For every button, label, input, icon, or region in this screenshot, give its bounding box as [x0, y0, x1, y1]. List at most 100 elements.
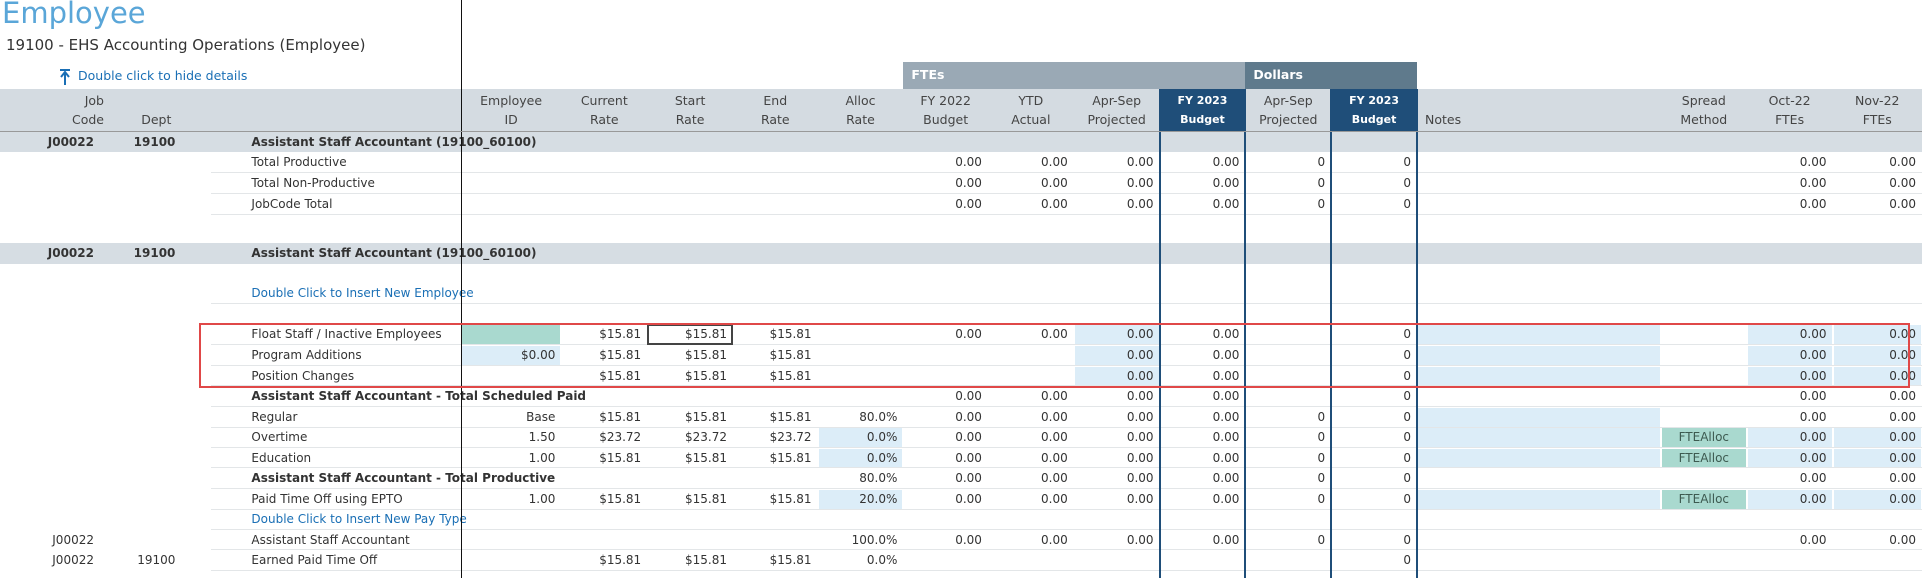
cell: 0.00	[1126, 326, 1154, 341]
cell: Total Productive	[251, 155, 347, 170]
column-header: Budget	[923, 111, 969, 127]
cell-highlight	[1417, 366, 1660, 386]
cell: $15.81	[769, 347, 812, 362]
row-line	[211, 303, 1922, 305]
cell[interactable]: Double Click to Insert New Pay Type	[251, 511, 467, 526]
cell-highlight	[818, 490, 903, 510]
cell: Earned Paid Time Off	[251, 553, 378, 568]
cell: 0.00	[1889, 492, 1916, 507]
cell: 0.00	[1889, 389, 1916, 404]
cell: 0.00	[1126, 197, 1154, 212]
cell: 0	[1317, 492, 1326, 507]
column-header: Job	[84, 92, 104, 108]
cell: 0.00	[1212, 471, 1240, 486]
cell: $15.81	[769, 553, 812, 568]
cell: 0.00	[1889, 450, 1916, 465]
cell: 0.00	[1799, 389, 1827, 404]
cell: $15.81	[599, 410, 642, 425]
column-header: End	[763, 92, 788, 108]
column-header: Rate	[589, 111, 619, 127]
page-subtitle: 19100 - EHS Accounting Operations (Emplo…	[6, 36, 366, 54]
cell: 0.00	[1212, 410, 1240, 425]
cell: 0.00	[1041, 471, 1068, 486]
cell: 0.00	[1041, 197, 1068, 212]
column-header: FTEs	[1775, 111, 1805, 127]
cell: 0.00	[955, 492, 982, 507]
cell: $15.81	[599, 326, 642, 341]
cell[interactable]: Double Click to Insert New Employee	[251, 286, 474, 301]
column-divider	[1330, 89, 1333, 578]
toggle-details[interactable]: Double click to hide details	[78, 68, 248, 83]
row-line	[211, 406, 1922, 408]
cell: $15.81	[769, 450, 812, 465]
toggle-icon[interactable]	[58, 68, 72, 86]
cell: Total Non-Productive	[251, 176, 375, 191]
column-header: Rate	[846, 111, 875, 127]
cell: Program Additions	[251, 347, 362, 362]
row-line	[211, 385, 1922, 387]
cell: 0.00	[1799, 326, 1827, 341]
column-header: FY 2023	[1177, 93, 1228, 107]
cell-highlight	[1661, 448, 1746, 468]
cell: 0	[1403, 532, 1411, 547]
cell: Overtime	[251, 429, 308, 444]
cell: 0	[1403, 471, 1411, 486]
cell: 0.00	[955, 176, 982, 191]
cell: $23.72	[685, 429, 727, 444]
cell: 0.00	[1799, 471, 1827, 486]
cell: $23.72	[769, 429, 812, 444]
cell: 0.00	[1212, 389, 1240, 404]
cell: Base	[526, 410, 556, 425]
row-line	[211, 213, 1922, 215]
column-header: Method	[1680, 111, 1728, 127]
cell: 1.50	[528, 429, 556, 444]
cell: 0	[1317, 532, 1326, 547]
cell: 0.00	[1126, 429, 1154, 444]
cell: 0.00	[1889, 532, 1916, 547]
cell: J00022	[52, 532, 94, 547]
cell-highlight	[1417, 427, 1660, 447]
cell: 0.00	[1889, 471, 1916, 486]
cell-highlight	[1747, 345, 1832, 365]
column-header: ID	[504, 111, 518, 127]
cell: 0.00	[1041, 429, 1068, 444]
cell: 0	[1317, 176, 1326, 191]
column-header: FTEs	[1862, 111, 1892, 127]
cell: Float Staff / Inactive Employees	[251, 326, 442, 341]
frozen-divider	[460, 0, 462, 578]
cell-highlight	[1417, 490, 1660, 510]
row-line	[211, 193, 1922, 195]
cell: 19100	[137, 553, 176, 568]
cell: 0.00	[1126, 532, 1154, 547]
cell: 0.00	[955, 326, 982, 341]
cell: $15.81	[599, 347, 642, 362]
row-line	[211, 528, 1922, 530]
cell: 0.00	[1041, 155, 1068, 170]
cell-highlight	[1747, 366, 1832, 386]
cell: 0.0%	[866, 553, 898, 568]
cell-highlight	[1417, 345, 1660, 365]
cell: 0	[1403, 368, 1411, 383]
row-line	[211, 570, 1922, 572]
cell: 19100	[133, 134, 176, 149]
cell: 0.00	[1041, 450, 1068, 465]
cell: 0.00	[1212, 326, 1240, 341]
cell-highlight	[1833, 366, 1921, 386]
row-line	[211, 426, 1922, 428]
cell: 0.00	[1041, 389, 1068, 404]
column-header: Start	[674, 92, 706, 108]
row-line	[211, 509, 1922, 511]
cell: 0.00	[1126, 176, 1154, 191]
column-header: Alloc	[845, 92, 876, 108]
cell: 0	[1403, 155, 1411, 170]
row-line	[211, 549, 1922, 551]
column-header: Apr-Sep	[1092, 92, 1142, 108]
row-line	[211, 343, 1922, 345]
column-header: Nov-22	[1855, 92, 1900, 108]
cell: 0.00	[1889, 197, 1916, 212]
cell-highlight	[1833, 345, 1921, 365]
column-header: Spread	[1681, 92, 1726, 108]
cell-highlight	[1661, 427, 1746, 447]
cell: 0	[1403, 347, 1411, 362]
